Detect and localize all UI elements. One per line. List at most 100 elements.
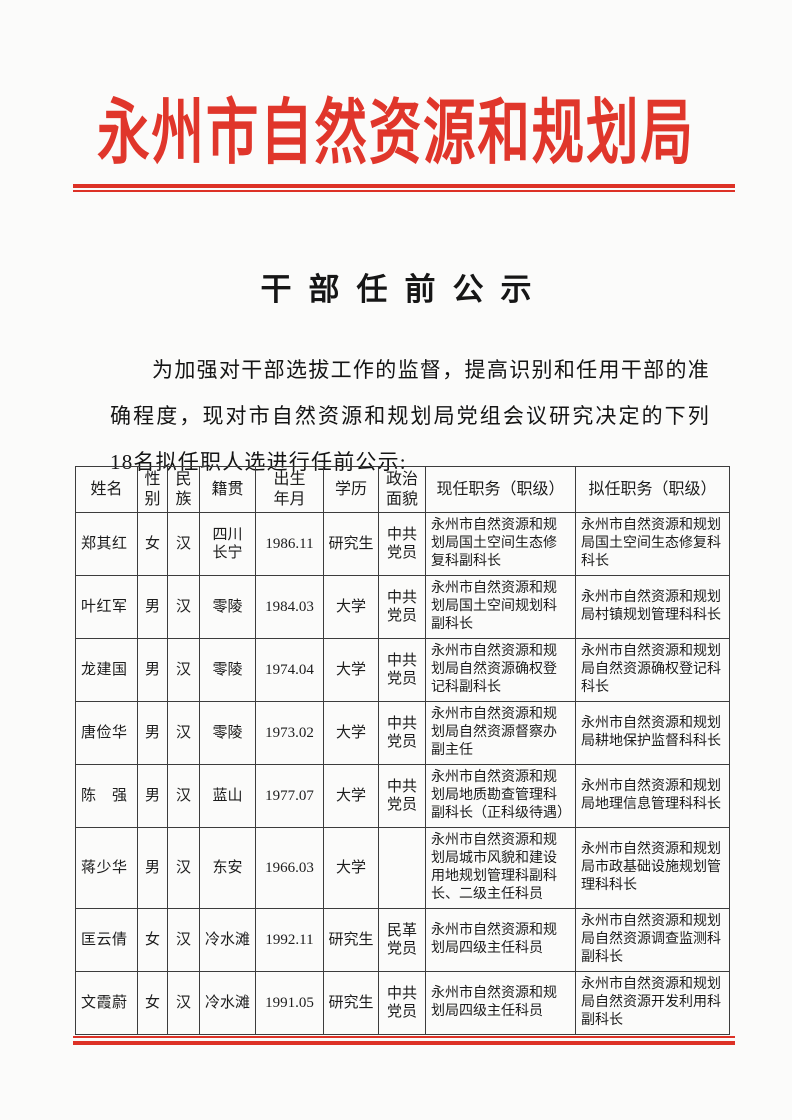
table-cell: 1977.07 [255, 764, 324, 828]
table-cell: 永州市自然资源和规划局自然资源确权登记科科长 [575, 638, 730, 702]
column-header: 民族 [167, 466, 200, 513]
table-row: 唐俭华男汉零陵 1973.02 大学 中共党员 永州市自然资源和规划局自然资源督察办副主… [75, 701, 730, 765]
table-cell: 中共党员 [378, 575, 426, 639]
top-double-rule [73, 184, 735, 192]
table-cell: 永州市自然资源和规划局国土空间生态修复科科长 [575, 512, 730, 576]
table-cell: 龙建国 [75, 638, 138, 702]
doc-title: 干部任前公示 [260, 272, 549, 307]
table-cell: 零陵 [199, 701, 256, 765]
personnel-table: 姓名 性别 民族 籍贯 出生年月 学历 政治面貌 现任职务（职级） 拟任职务（职级） 郑其红女汉… [75, 466, 730, 1035]
table-cell: 1973.02 [255, 701, 324, 765]
table-cell: 永州市自然资源和规划局自然资源确权登记科副科长 [425, 638, 576, 702]
bottom-rule-thin-line [73, 1036, 735, 1038]
table-cell: 永州市自然资源和规划局地质勘查管理科副科长（正科级待遇） [425, 764, 576, 828]
table-row: 龙建国男汉零陵 1974.04 大学 中共党员 永州市自然资源和规划局自然资源确权登记科… [75, 638, 730, 702]
table-cell: 零陵 [199, 638, 256, 702]
table-cell: 研究生 [323, 512, 379, 576]
table-row: 蒋少华男汉东安 1966.03 大学 永州市自然资源和规划局城市风貌和建设用地规划管理… [75, 827, 730, 909]
column-header: 性别 [137, 466, 168, 513]
table-cell: 大学 [323, 764, 379, 828]
table-body: 郑其红女汉四川 长宁 1986.11 研究生 中共党员 永州市自然资源和规划局国土空间生… [75, 512, 730, 1035]
table-cell: 永州市自然资源和规划局四级主任科员 [425, 908, 576, 972]
table-row: 陈 强男汉蓝山 1977.07 大学 中共党员 永州市自然资源和规划局地质勘查管理科副科… [75, 764, 730, 828]
table-cell: 1991.05 [255, 971, 324, 1035]
org-title: 永州市自然资源和规划局 [97, 93, 695, 173]
table-cell: 四川 长宁 [199, 512, 256, 576]
table-cell: 郑其红 [75, 512, 138, 576]
table-cell: 汉 [167, 827, 200, 909]
table-cell: 永州市自然资源和规划局市政基础设施规划管理科科长 [575, 827, 730, 909]
top-rule-thin-line [73, 190, 735, 192]
table-cell: 男 [137, 827, 168, 909]
column-header: 学历 [323, 466, 379, 513]
table-cell: 冷水滩 [199, 971, 256, 1035]
table-cell: 男 [137, 638, 168, 702]
column-header: 政治面貌 [378, 466, 426, 513]
table-cell: 冷水滩 [199, 908, 256, 972]
column-header: 拟任职务（职级） [575, 466, 730, 513]
table-cell: 1986.11 [255, 512, 324, 576]
table-cell: 永州市自然资源和规划局四级主任科员 [425, 971, 576, 1035]
column-header: 出生年月 [255, 466, 324, 513]
table-row: 叶红军男汉零陵 1984.03 大学 中共党员 永州市自然资源和规划局国土空间规划科副科… [75, 575, 730, 639]
column-header: 姓名 [75, 466, 138, 513]
table-cell: 大学 [323, 575, 379, 639]
table-cell: 民革党员 [378, 908, 426, 972]
table-cell: 1992.11 [255, 908, 324, 972]
bottom-rule-thick-line [73, 1041, 735, 1045]
table-cell: 中共党员 [378, 512, 426, 576]
table-header-row: 姓名 性别 民族 籍贯 出生年月 学历 政治面貌 现任职务（职级） 拟任职务（职级） [75, 466, 730, 513]
table-cell: 女 [137, 512, 168, 576]
table-cell: 中共党员 [378, 638, 426, 702]
table-cell: 大学 [323, 827, 379, 909]
table-cell: 男 [137, 575, 168, 639]
intro-paragraph: 为加强对干部选拔工作的监督，提高识别和任用干部的准确程度，现对市自然资源和规划局… [110, 358, 710, 474]
table-cell: 唐俭华 [75, 701, 138, 765]
table-row: 文霞蔚女汉冷水滩 1991.05 研究生 中共党员 永州市自然资源和规划局四级主任科员永… [75, 971, 730, 1035]
table-cell: 蓝山 [199, 764, 256, 828]
table-cell: 零陵 [199, 575, 256, 639]
table-cell: 女 [137, 971, 168, 1035]
table-cell: 永州市自然资源和规划局国土空间生态修复科副科长 [425, 512, 576, 576]
table-cell: 男 [137, 764, 168, 828]
table-row: 匡云倩女汉冷水滩 1992.11 研究生 民革党员 永州市自然资源和规划局四级主任科员永… [75, 908, 730, 972]
table-cell: 男 [137, 701, 168, 765]
table-cell: 东安 [199, 827, 256, 909]
table-cell: 永州市自然资源和规划局自然资源调查监测科副科长 [575, 908, 730, 972]
table-cell: 1984.03 [255, 575, 324, 639]
table-cell: 1966.03 [255, 827, 324, 909]
table-cell: 中共党员 [378, 764, 426, 828]
table-cell: 汉 [167, 908, 200, 972]
table-cell: 大学 [323, 638, 379, 702]
table-cell [378, 827, 426, 909]
column-header: 现任职务（职级） [425, 466, 576, 513]
table-cell: 永州市自然资源和规划局自然资源开发利用科副科长 [575, 971, 730, 1035]
table-cell: 永州市自然资源和规划局自然资源督察办副主任 [425, 701, 576, 765]
table-cell: 中共党员 [378, 971, 426, 1035]
table-cell: 研究生 [323, 971, 379, 1035]
table-cell: 汉 [167, 638, 200, 702]
table-cell: 女 [137, 908, 168, 972]
table-cell: 汉 [167, 701, 200, 765]
table-cell: 匡云倩 [75, 908, 138, 972]
table-cell: 汉 [167, 512, 200, 576]
table-cell: 永州市自然资源和规划局村镇规划管理科科长 [575, 575, 730, 639]
table-cell: 永州市自然资源和规划局地理信息管理科科长 [575, 764, 730, 828]
top-rule-thick-line [73, 184, 735, 188]
table-cell: 中共党员 [378, 701, 426, 765]
table-cell: 文霞蔚 [75, 971, 138, 1035]
table-cell: 蒋少华 [75, 827, 138, 909]
table-cell: 陈 强 [75, 764, 138, 828]
table-row: 郑其红女汉四川 长宁 1986.11 研究生 中共党员 永州市自然资源和规划局国土空间生… [75, 512, 730, 576]
table-cell: 永州市自然资源和规划局国土空间规划科副科长 [425, 575, 576, 639]
table-cell: 永州市自然资源和规划局耕地保护监督科科长 [575, 701, 730, 765]
table-cell: 叶红军 [75, 575, 138, 639]
table-cell: 汉 [167, 575, 200, 639]
bottom-double-rule [73, 1036, 735, 1045]
table-cell: 永州市自然资源和规划局城市风貌和建设用地规划管理科副科长、二级主任科员 [425, 827, 576, 909]
table-cell: 汉 [167, 764, 200, 828]
table-cell: 1974.04 [255, 638, 324, 702]
table-cell: 汉 [167, 971, 200, 1035]
column-header: 籍贯 [199, 466, 256, 513]
